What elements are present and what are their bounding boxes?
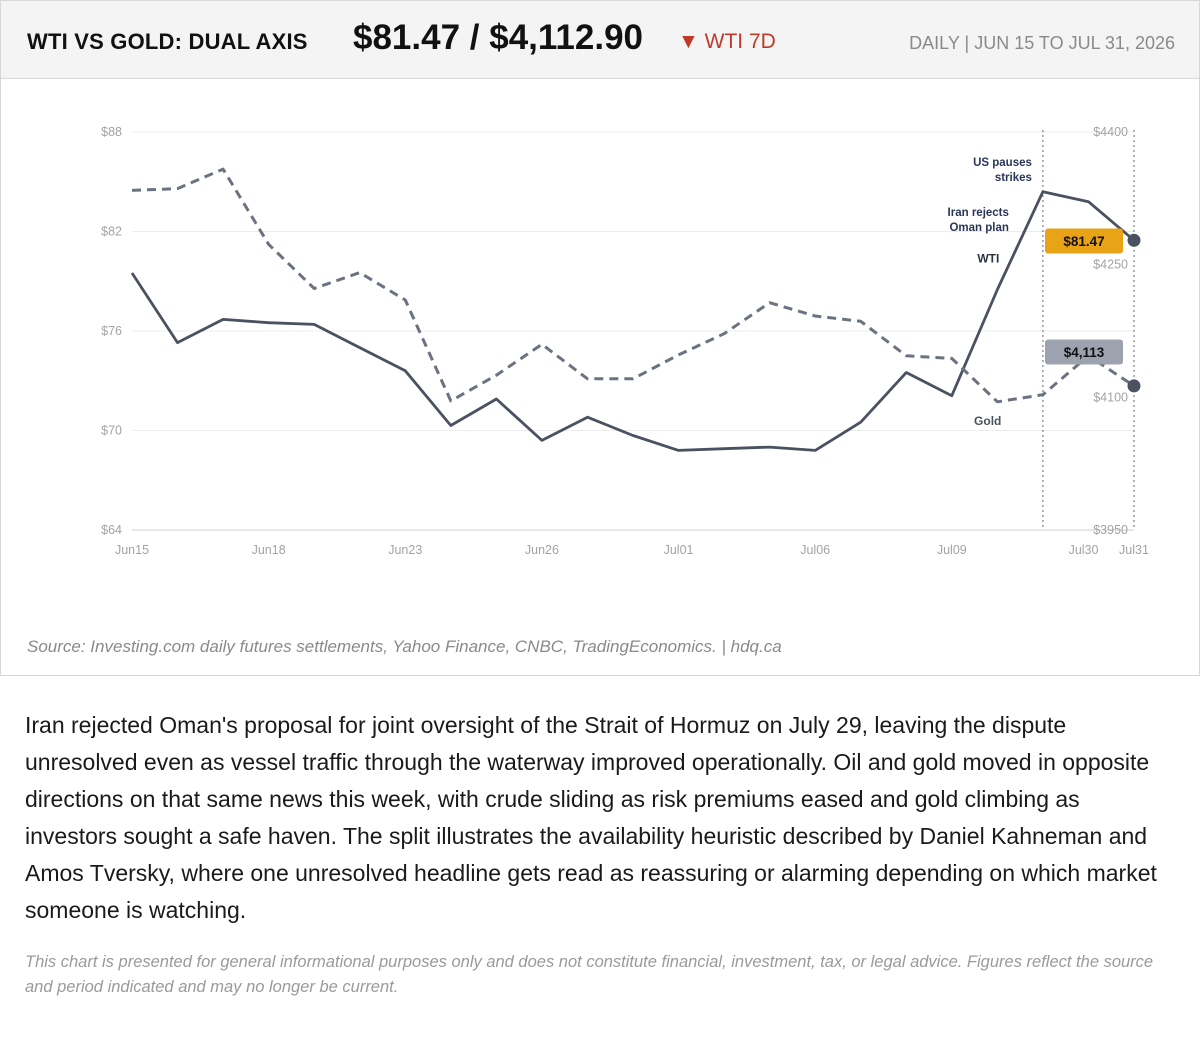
dual-axis-line-chart: $88 $82 $76 $70 $64 $4400 $4250 $4100 $3950 Jun15…	[101, 125, 1149, 557]
change-label: WTI 7D	[704, 30, 776, 53]
chart-title: WTI VS GOLD: DUAL AXIS	[27, 29, 308, 54]
gold-end-badge-bg	[1045, 339, 1123, 365]
x-tick-label: Jul06	[800, 543, 830, 557]
y-right-tick-label: $4100	[1093, 390, 1128, 404]
chart-card: WTI VS GOLD: DUAL AXIS $81.47 / $4,112.9…	[0, 0, 1200, 676]
y-left-tick-label: $64	[101, 523, 122, 537]
wti-series-label: WTI	[977, 252, 999, 266]
period-label: DAILY | JUN 15 TO JUL 31, 2026	[909, 33, 1175, 53]
y-right-tick-label: $4250	[1093, 258, 1128, 272]
y-left-tick-label: $76	[101, 324, 122, 338]
wti-end-badge: $81.47	[1063, 234, 1104, 249]
y-right-tick-label: $4400	[1093, 125, 1128, 139]
chart-header: WTI VS GOLD: DUAL AXIS $81.47 / $4,112.9…	[1, 1, 1199, 79]
annotation-us-pauses: strikes	[995, 172, 1032, 184]
annotation-iran-rejects: Iran rejects	[948, 207, 1009, 219]
gold-line	[131, 167, 1135, 404]
wti-end-point	[1127, 233, 1141, 247]
down-arrow-icon: ▼	[678, 30, 699, 53]
y-left-tick-label: $70	[101, 424, 122, 438]
source-note: Source: Investing.com daily futures sett…	[27, 637, 782, 656]
gold-end-point	[1127, 379, 1141, 393]
price-readout: $81.47 / $4,112.90	[353, 18, 643, 57]
x-tick-label: Jul09	[937, 543, 967, 557]
x-tick-label: Jun18	[252, 543, 286, 557]
change-indicator: ▼ WTI 7D	[678, 30, 776, 54]
gold-series-label: Gold	[974, 414, 1001, 428]
gold-end-badge: $4,113	[1064, 345, 1105, 360]
x-tick-label: Jun26	[525, 543, 559, 557]
x-tick-label: Jul01	[664, 543, 694, 557]
wti-line	[130, 190, 1135, 452]
y-left-tick-label: $82	[101, 225, 122, 239]
x-tick-label: Jul30	[1069, 543, 1099, 557]
x-tick-label: Jun15	[115, 543, 149, 557]
y-right-tick-label: $3950	[1093, 523, 1128, 537]
x-tick-label: Jun23	[388, 543, 422, 557]
y-left-tick-label: $88	[101, 125, 122, 139]
annotation-us-pauses: US pauses	[973, 157, 1032, 169]
wti-end-badge-bg	[1045, 228, 1123, 254]
annotation-iran-rejects: Oman plan	[949, 222, 1008, 234]
article-paragraph: Iran rejected Oman's proposal for joint …	[25, 712, 1157, 923]
disclaimer-text: This chart is presented for general info…	[25, 953, 1154, 996]
x-tick-label: Jul31	[1119, 543, 1149, 557]
